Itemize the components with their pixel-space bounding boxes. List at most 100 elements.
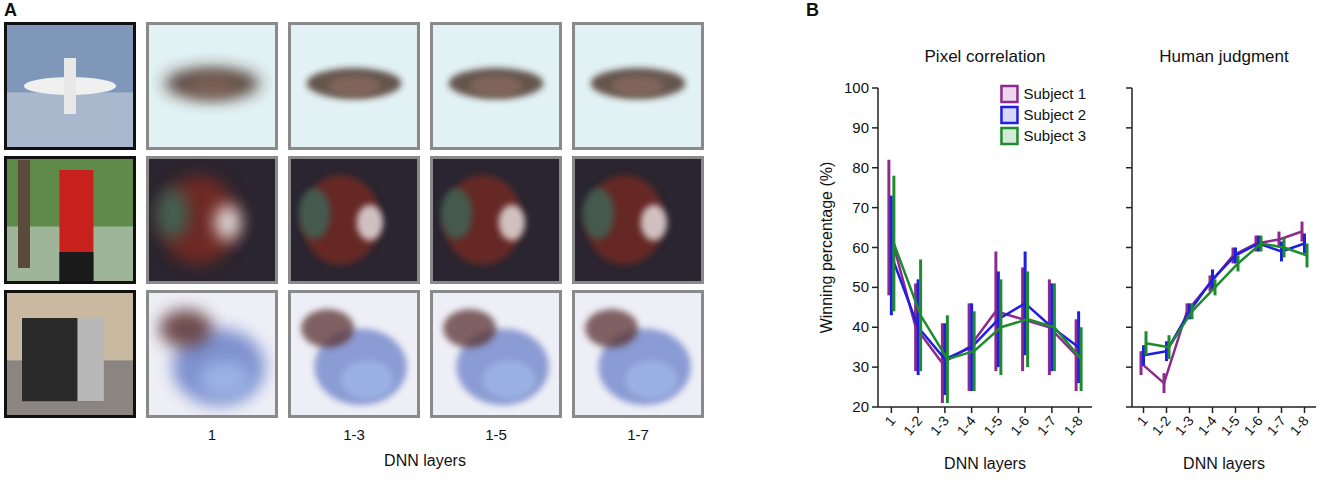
recon-ground <box>430 290 562 418</box>
y-tick <box>1126 366 1132 368</box>
panel-letter: A <box>4 0 17 20</box>
column-label: 1-3 <box>343 426 365 443</box>
recon-ground <box>146 290 278 418</box>
recon-blob <box>157 188 189 239</box>
recon-frame <box>148 292 277 417</box>
column-label: 1-5 <box>485 426 507 443</box>
error-bar <box>1232 248 1235 264</box>
panel-a: A11-31-51-7DNN layers <box>4 0 704 469</box>
error-bar <box>1257 236 1260 252</box>
y-tick <box>872 406 878 408</box>
y-tick-label: 40 <box>852 318 869 335</box>
recon-ground <box>288 22 420 150</box>
y-tick <box>872 247 878 249</box>
error-bar <box>892 176 895 312</box>
photo <box>4 290 136 418</box>
error-bar <box>970 303 973 391</box>
x-axis <box>878 406 1092 408</box>
panel-letter: B <box>806 0 819 20</box>
photo-object <box>64 58 76 114</box>
recon-frame <box>290 24 419 149</box>
recon-frame <box>290 158 419 283</box>
error-bar <box>1053 283 1056 371</box>
recon-frame <box>148 24 277 149</box>
x-tick <box>1258 407 1260 413</box>
error-bar <box>1163 373 1166 393</box>
x-tick-label: 1-2 <box>900 412 925 438</box>
figure: A11-31-51-7DNN layersBPixel correlation2… <box>0 0 1325 480</box>
x-tick-label: 1-3 <box>927 412 952 438</box>
recon-blob <box>448 68 543 99</box>
chart: Human judgment11-21-31-41-51-61-71-8DNN … <box>1126 47 1316 472</box>
y-tick-label: 70 <box>852 199 869 216</box>
x-tick-label: 1-5 <box>1218 412 1243 438</box>
recon-blob <box>585 309 638 347</box>
y-tick-label: 60 <box>852 239 869 256</box>
y-tick <box>872 366 878 368</box>
x-tick <box>891 407 893 413</box>
recon-blob <box>590 68 685 99</box>
recon-blob <box>164 68 259 99</box>
x-tick <box>1051 407 1053 413</box>
y-tick-label: 50 <box>852 278 869 295</box>
recon-blob <box>199 360 252 398</box>
y-tick <box>872 127 878 129</box>
x-tick-label: 1-2 <box>1149 412 1174 438</box>
recon-blob <box>443 309 496 347</box>
y-tick <box>872 87 878 89</box>
y-tick <box>872 287 878 289</box>
x-tick <box>998 407 1000 413</box>
chart-title: Pixel correlation <box>925 47 1046 66</box>
y-tick <box>1126 406 1132 408</box>
y-tick-label: 80 <box>852 159 869 176</box>
legend-label: Subject 3 <box>1023 127 1086 144</box>
error-bar <box>1080 327 1083 391</box>
error-bar <box>1168 335 1171 359</box>
recon-blob <box>299 188 331 239</box>
y-tick <box>1126 327 1132 329</box>
reconstruction <box>572 290 704 418</box>
recon-blob <box>186 76 239 96</box>
photo-object <box>77 318 103 401</box>
y-tick-label: 100 <box>844 79 869 96</box>
x-axis <box>1132 406 1316 408</box>
photo <box>4 156 136 284</box>
x-tick <box>1235 407 1237 413</box>
x-tick-label: 1-8 <box>1287 412 1312 438</box>
x-tick <box>1143 407 1145 413</box>
recon-blob <box>612 76 665 96</box>
y-tick <box>872 327 878 329</box>
photo-object <box>59 170 93 284</box>
legend: Subject 1 Subject 2 Subject 3 <box>1001 85 1086 144</box>
recon-frame <box>574 24 703 149</box>
series-line <box>1141 232 1302 384</box>
plot-data <box>1141 222 1307 393</box>
reconstruction <box>430 290 562 418</box>
recon-ground <box>288 290 420 418</box>
legend-label: Subject 2 <box>1023 106 1086 123</box>
x-tick <box>1304 407 1306 413</box>
recon-ground <box>430 22 562 150</box>
legend-label: Subject 1 <box>1023 85 1086 102</box>
reconstruction <box>572 156 704 284</box>
error-bar <box>1306 244 1309 268</box>
x-tick <box>1189 407 1191 413</box>
recon-frame <box>432 292 561 417</box>
recon-frame <box>290 292 419 417</box>
recon-blob <box>470 76 523 96</box>
x-tick-label: 1 <box>881 412 898 428</box>
error-bar <box>946 315 949 403</box>
plot-data <box>889 160 1081 403</box>
reconstruction <box>146 290 278 418</box>
reconstruction <box>430 22 562 150</box>
recon-frame <box>148 158 277 283</box>
reconstruction <box>572 22 704 150</box>
recon-blob <box>328 76 381 96</box>
error-bar <box>941 323 944 403</box>
photo-frame <box>6 158 135 283</box>
y-tick <box>1126 207 1132 209</box>
x-tick-label: 1-6 <box>1007 412 1032 438</box>
axis-title: DNN layers <box>384 452 466 469</box>
chart: Pixel correlation203040506070809010011-2… <box>818 47 1092 472</box>
recon-blob <box>341 360 394 398</box>
